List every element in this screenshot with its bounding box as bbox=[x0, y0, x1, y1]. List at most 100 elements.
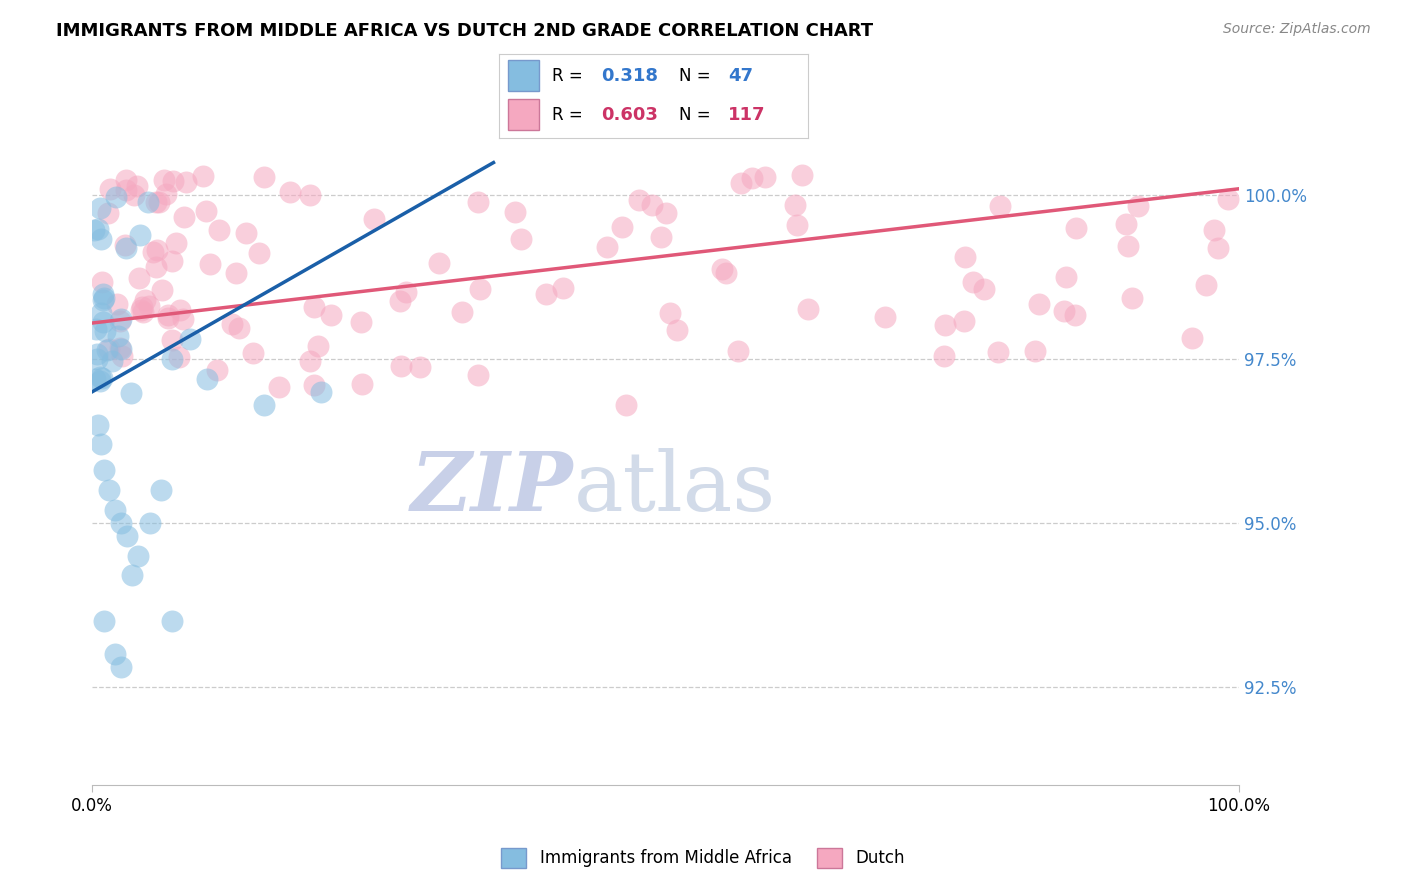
Point bbox=[89, 374, 111, 388]
Point bbox=[157, 311, 180, 326]
Text: IMMIGRANTS FROM MIDDLE AFRICA VS DUTCH 2ND GRADE CORRELATION CHART: IMMIGRANTS FROM MIDDLE AFRICA VS DUTCH 2… bbox=[56, 22, 873, 40]
Point bbox=[1121, 291, 1143, 305]
Point bbox=[104, 647, 127, 661]
Point bbox=[714, 266, 737, 280]
Point bbox=[311, 384, 333, 399]
Point bbox=[1115, 217, 1137, 231]
Point bbox=[269, 380, 291, 394]
Point bbox=[132, 305, 155, 319]
Point bbox=[730, 176, 752, 190]
Point bbox=[208, 223, 231, 237]
Point bbox=[467, 368, 489, 382]
Point bbox=[122, 188, 145, 202]
Point bbox=[932, 349, 955, 363]
Point bbox=[91, 293, 114, 308]
Point bbox=[319, 308, 342, 322]
Point bbox=[988, 199, 1011, 213]
Point bbox=[395, 285, 418, 299]
Point bbox=[107, 328, 129, 343]
Point bbox=[198, 257, 221, 271]
Point bbox=[195, 203, 218, 218]
Point bbox=[953, 250, 976, 264]
Point bbox=[93, 315, 115, 329]
Point bbox=[90, 437, 112, 451]
Point bbox=[105, 190, 128, 204]
Point bbox=[96, 343, 118, 357]
Point bbox=[98, 483, 121, 497]
Point bbox=[91, 287, 114, 301]
Point bbox=[1053, 304, 1076, 318]
Point bbox=[628, 193, 651, 207]
Point bbox=[97, 205, 120, 219]
Text: N =: N = bbox=[679, 105, 716, 123]
Point bbox=[165, 236, 187, 251]
Point bbox=[114, 238, 136, 252]
Point bbox=[142, 245, 165, 260]
Point bbox=[172, 312, 194, 326]
Point bbox=[470, 282, 492, 296]
Point bbox=[94, 324, 117, 338]
Point bbox=[115, 183, 138, 197]
Point bbox=[553, 281, 575, 295]
Point bbox=[1195, 277, 1218, 292]
Point bbox=[153, 173, 176, 187]
Point bbox=[110, 516, 132, 530]
Point bbox=[127, 549, 149, 563]
Text: R =: R = bbox=[551, 67, 588, 85]
Point bbox=[1064, 308, 1087, 322]
Point bbox=[205, 363, 228, 377]
Point bbox=[162, 174, 184, 188]
Point bbox=[148, 195, 170, 210]
Point bbox=[650, 230, 672, 244]
Point bbox=[90, 232, 112, 246]
Point bbox=[792, 168, 814, 182]
Point bbox=[307, 339, 329, 353]
Point bbox=[138, 299, 160, 313]
Text: Source: ZipAtlas.com: Source: ZipAtlas.com bbox=[1223, 22, 1371, 37]
Point bbox=[299, 354, 322, 368]
Point bbox=[304, 300, 326, 314]
Point bbox=[108, 341, 131, 355]
Point bbox=[89, 370, 111, 384]
Point bbox=[90, 306, 112, 320]
Point bbox=[91, 275, 114, 289]
Point bbox=[741, 170, 763, 185]
Point bbox=[98, 182, 121, 196]
Point bbox=[115, 529, 138, 543]
Point bbox=[195, 372, 218, 386]
Point bbox=[108, 313, 131, 327]
Point bbox=[1206, 241, 1229, 255]
Point bbox=[666, 322, 689, 336]
Point bbox=[962, 275, 984, 289]
Point bbox=[467, 195, 489, 210]
Point bbox=[162, 352, 184, 367]
Point bbox=[136, 195, 159, 210]
Point bbox=[389, 294, 412, 309]
Point bbox=[93, 292, 115, 306]
Point bbox=[610, 219, 633, 234]
Point bbox=[1024, 343, 1046, 358]
Point bbox=[83, 223, 105, 237]
Point bbox=[86, 347, 108, 361]
Point bbox=[614, 398, 637, 412]
Text: atlas: atlas bbox=[574, 448, 776, 528]
Point bbox=[174, 175, 197, 189]
Text: 47: 47 bbox=[728, 67, 754, 85]
Point bbox=[129, 227, 152, 242]
Point bbox=[152, 283, 174, 297]
Point bbox=[641, 197, 664, 211]
Point bbox=[160, 254, 183, 268]
Point bbox=[121, 568, 143, 582]
Point bbox=[952, 314, 974, 328]
Point bbox=[93, 463, 115, 477]
Point bbox=[655, 206, 678, 220]
Point bbox=[786, 218, 808, 232]
Point bbox=[235, 227, 257, 241]
Point bbox=[1116, 238, 1139, 252]
Point bbox=[1181, 331, 1204, 345]
Point bbox=[162, 614, 184, 628]
Point bbox=[155, 187, 177, 202]
Point bbox=[84, 372, 107, 386]
Point bbox=[247, 246, 270, 260]
Point bbox=[710, 261, 733, 276]
